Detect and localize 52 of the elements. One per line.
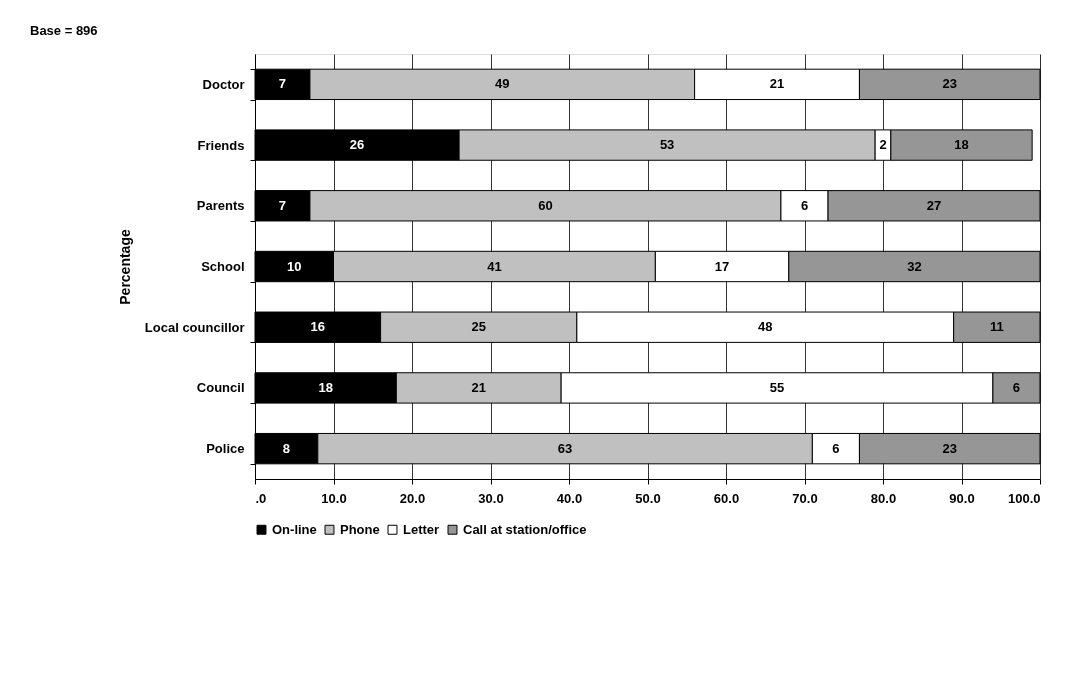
text: Base = 896 <box>30 23 98 38</box>
data-label: 55 <box>769 379 785 395</box>
data-label: 18 <box>318 379 333 395</box>
x-tick-label: .0 <box>255 490 267 506</box>
data-label: 60 <box>538 197 553 213</box>
data-label: 53 <box>659 137 675 153</box>
y-axis-title: Percentage <box>116 229 133 305</box>
y-tick-label: Friends <box>197 137 245 153</box>
y-tick-label: Police <box>206 441 245 457</box>
data-label: 49 <box>495 76 510 92</box>
legend-label: Call at station/office <box>463 521 587 537</box>
x-tick-label: 90.0 <box>949 490 975 506</box>
data-label: 2 <box>879 137 887 153</box>
data-label: 32 <box>907 258 922 274</box>
data-label: 10 <box>287 258 302 274</box>
data-label: 8 <box>282 440 291 456</box>
x-tick-label: 20.0 <box>399 490 426 506</box>
data-label: 41 <box>487 258 502 274</box>
y-tick-label: Doctor <box>202 76 245 92</box>
data-label: 16 <box>310 319 326 335</box>
legend-label: Letter <box>403 521 440 537</box>
data-label: 6 <box>832 440 840 456</box>
data-label: 27 <box>926 197 942 213</box>
y-tick-label: School <box>201 259 245 274</box>
legend-label: Phone <box>340 521 380 537</box>
x-tick-label: 10.0 <box>321 490 347 506</box>
data-label: 18 <box>954 137 969 153</box>
y-tick-label: Council <box>196 380 245 396</box>
data-label: 11 <box>989 319 1004 335</box>
data-label: 21 <box>471 379 486 395</box>
data-label: 6 <box>1012 379 1021 395</box>
x-tick-label: 100.0 <box>1007 490 1041 506</box>
data-label: 23 <box>942 440 957 456</box>
data-label: 48 <box>758 319 773 335</box>
x-tick-label: 70.0 <box>792 490 818 506</box>
x-tick-label: 80.0 <box>870 490 897 506</box>
data-label: 25 <box>471 319 486 335</box>
x-tick-label: 30.0 <box>478 490 504 506</box>
data-label: 7 <box>278 76 287 92</box>
x-tick-label: 60.0 <box>713 490 740 506</box>
y-tick-label: Local councillor <box>144 319 245 335</box>
x-tick-label: 40.0 <box>556 490 583 506</box>
data-label: 26 <box>349 137 365 153</box>
data-label: 17 <box>714 258 730 274</box>
data-label: 21 <box>769 76 785 92</box>
data-label: 6 <box>800 197 809 213</box>
legend-label: On-line <box>272 521 317 537</box>
data-label: 23 <box>942 76 957 92</box>
x-tick-label: 50.0 <box>635 490 661 506</box>
y-tick-label: Parents <box>196 198 245 214</box>
data-label: 7 <box>278 197 287 213</box>
data-label: 63 <box>557 440 573 456</box>
